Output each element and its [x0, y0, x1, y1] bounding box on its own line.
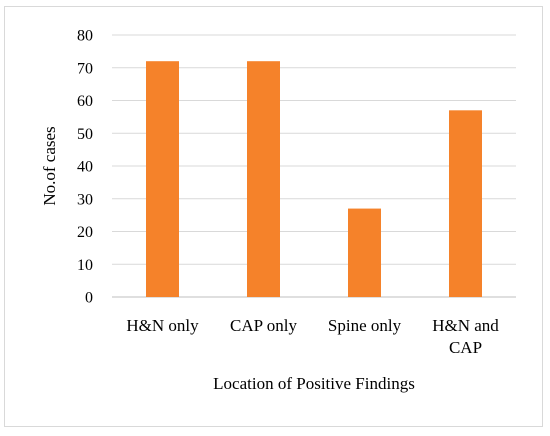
y-axis-ticks: 0 10 20 30 40 50 60 70 80	[77, 28, 93, 307]
y-tick-label: 0	[85, 290, 93, 307]
y-tick-label: 10	[77, 257, 93, 274]
bar-4	[449, 110, 482, 297]
x-category-label: Spine only	[328, 316, 402, 335]
y-axis-title: No.of cases	[40, 126, 59, 205]
gridlines	[112, 34, 516, 298]
y-tick-label: 40	[77, 159, 93, 176]
bar-1	[146, 61, 179, 298]
x-category-label: H&N and CAP	[432, 316, 499, 357]
bar-2	[247, 61, 280, 298]
y-tick-label: 70	[77, 60, 93, 77]
y-tick-label: 80	[77, 28, 93, 45]
x-category-label: CAP only	[230, 316, 297, 335]
bar-3	[348, 208, 381, 297]
x-axis-categories: H&N only CAP only Spine only H&N and CAP	[126, 316, 499, 357]
bars	[146, 61, 482, 298]
x-category-label: H&N only	[126, 316, 199, 335]
y-tick-label: 20	[77, 224, 93, 241]
y-tick-label: 60	[77, 93, 93, 110]
y-tick-label: 30	[77, 191, 93, 208]
x-axis-title: Location of Positive Findings	[213, 374, 415, 393]
y-tick-label: 50	[77, 126, 93, 143]
